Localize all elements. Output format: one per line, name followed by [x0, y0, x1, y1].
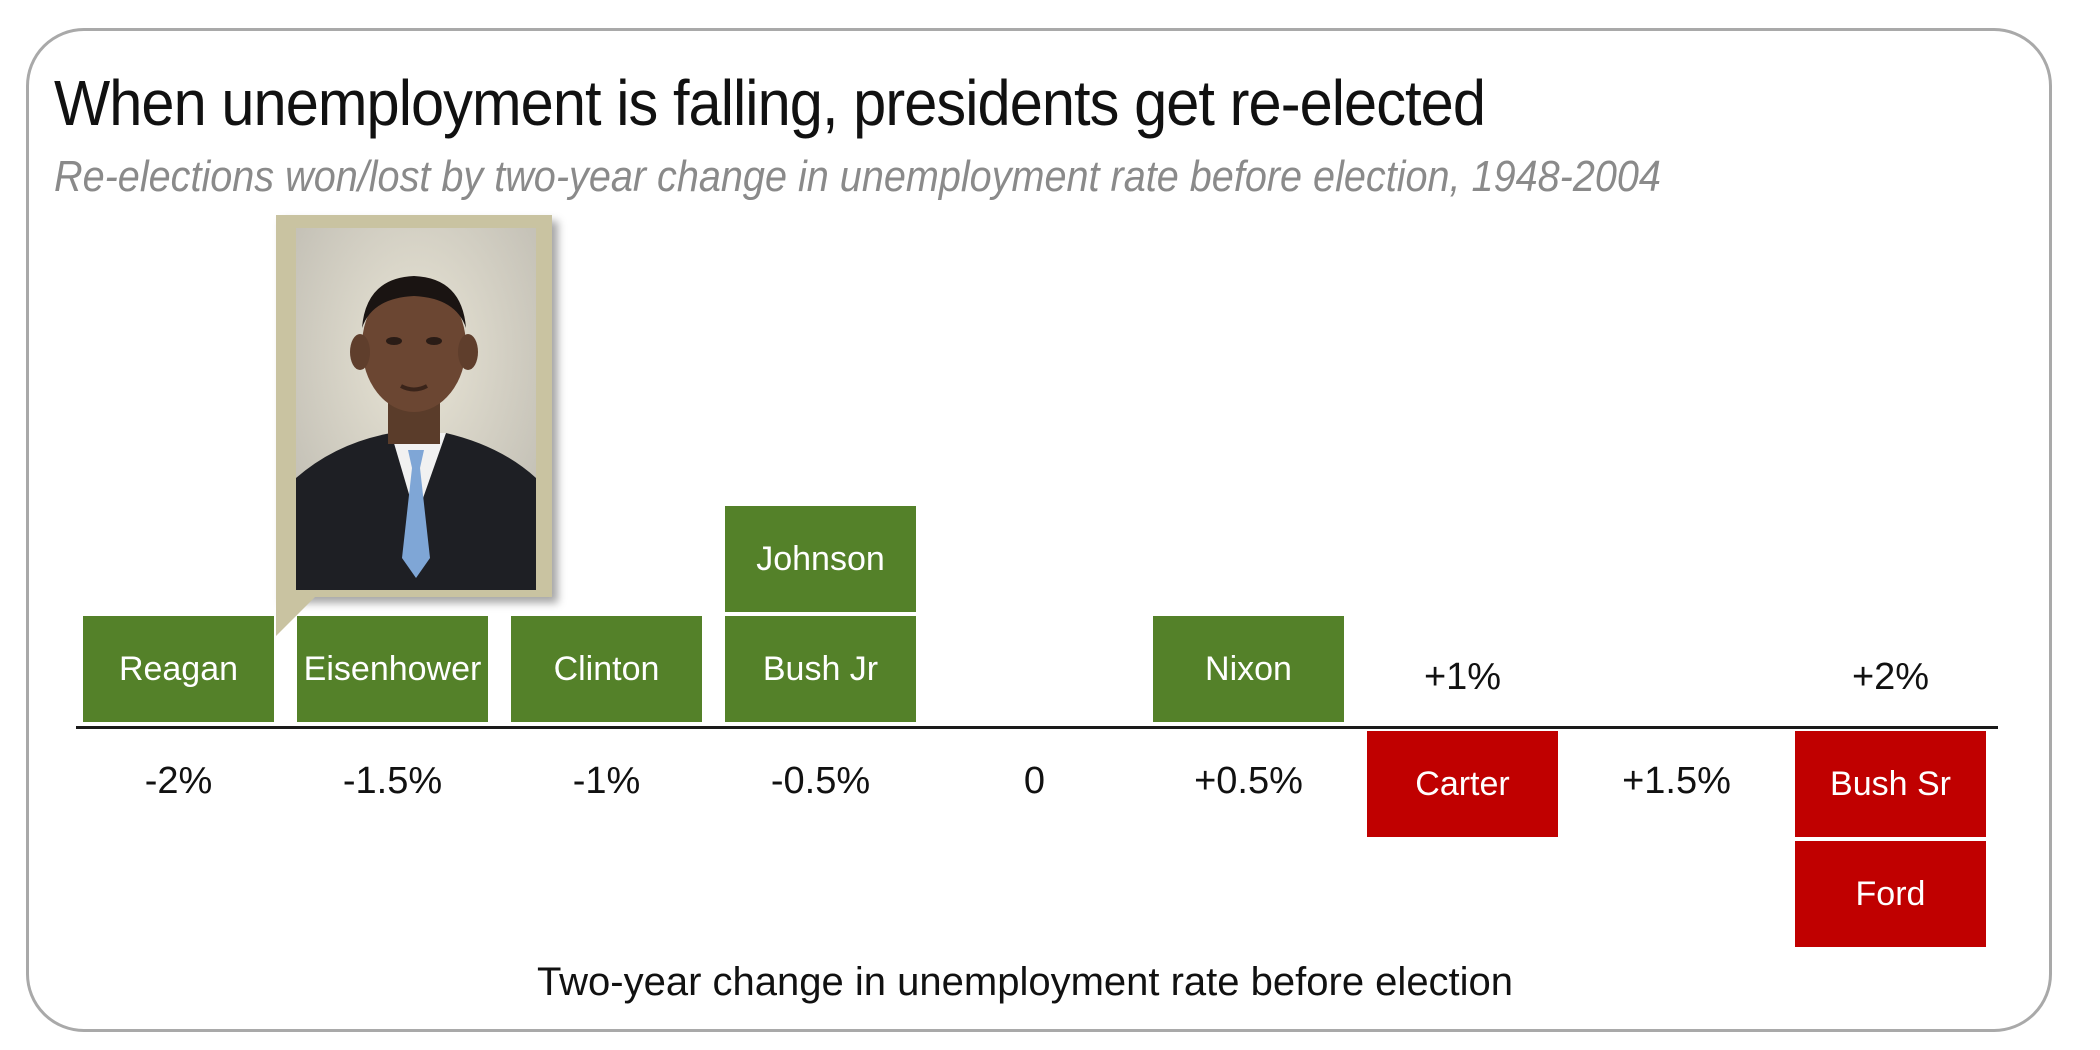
chart-subtitle: Re-elections won/lost by two-year change…	[54, 152, 1661, 201]
bar-lost-bush-sr: Bush Sr	[1795, 731, 1986, 837]
bar-won-johnson: Johnson	[725, 506, 916, 612]
x-tick-label: +1%	[1423, 656, 1502, 698]
x-tick-label: +2%	[1851, 656, 1930, 698]
chart-title: When unemployment is falling, presidents…	[54, 67, 1486, 139]
portrait-photo-image	[296, 228, 536, 590]
portrait-photo	[296, 228, 536, 590]
bar-won-nixon: Nixon	[1153, 616, 1344, 722]
x-tick-label: -1.5%	[342, 760, 443, 802]
x-tick-label: -0.5%	[770, 760, 871, 802]
bar-won-clinton: Clinton	[511, 616, 702, 722]
bar-lost-ford: Ford	[1795, 841, 1986, 947]
x-tick-label: 0	[1023, 760, 1046, 802]
bar-won-bush-jr: Bush Jr	[725, 616, 916, 722]
x-axis-line	[76, 726, 1998, 729]
bar-lost-carter: Carter	[1367, 731, 1558, 837]
bar-won-reagan: Reagan	[83, 616, 274, 722]
bar-won-eisenhower: Eisenhower	[297, 616, 488, 722]
x-tick-label: +1.5%	[1622, 760, 1731, 802]
x-axis-label: Two-year change in unemployment rate bef…	[536, 960, 1514, 1004]
x-tick-label: -2%	[144, 760, 213, 802]
x-tick-label: +0.5%	[1194, 760, 1303, 802]
x-tick-label: -1%	[572, 760, 641, 802]
